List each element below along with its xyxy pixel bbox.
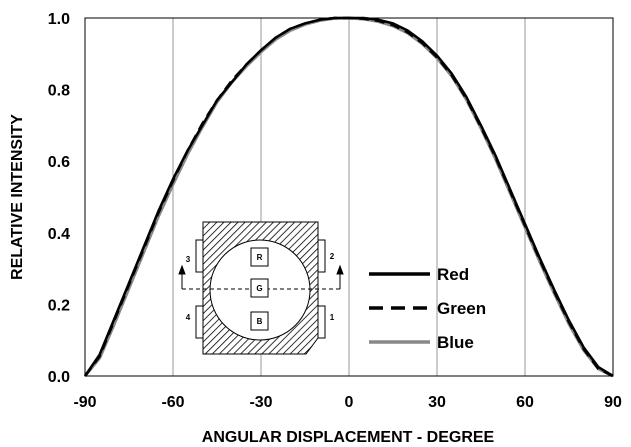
y-tick-label: 0.2: [48, 297, 70, 314]
section-arrow-left: [178, 264, 186, 289]
x-tick-label: -30: [249, 394, 272, 411]
pin-label-4: 4: [186, 313, 191, 322]
y-axis-title: RELATIVE INTENSITY: [9, 114, 26, 280]
legend-label-red: Red: [437, 265, 469, 284]
pin-1: [317, 305, 326, 339]
x-axis-title: ANGULAR DISPLACEMENT - DEGREE: [202, 429, 495, 446]
die-label-b: B: [257, 317, 263, 326]
die-label-g: G: [256, 284, 262, 293]
y-tick-label: 1.0: [48, 11, 70, 28]
pin-4: [195, 305, 204, 339]
die-label-r: R: [257, 253, 263, 262]
y-tick-labels: 0.0 0.2 0.4 0.6 0.8 1.0: [48, 11, 70, 386]
x-tick-label: 90: [604, 394, 622, 411]
plot-area-frame: [84, 17, 614, 377]
pin-label-1: 1: [330, 313, 335, 322]
pin-2: [317, 239, 326, 273]
x-tick-label: 30: [428, 394, 446, 411]
legend: Red Green Blue: [369, 265, 486, 352]
x-tick-label: 60: [516, 394, 534, 411]
pin-3: [195, 239, 204, 273]
x-tick-label: -60: [161, 394, 184, 411]
legend-label-blue: Blue: [437, 333, 474, 352]
die-r: [250, 247, 269, 267]
die-b: [250, 311, 269, 331]
y-tick-label: 0.4: [48, 226, 70, 243]
y-tick-label: 0.0: [48, 369, 70, 386]
pin-label-2: 2: [330, 252, 335, 261]
die-g: [250, 278, 269, 298]
section-arrow-right: [336, 264, 344, 289]
pin-label-3: 3: [186, 255, 191, 264]
package-outline-inset: R G B 3 4 2 1: [178, 221, 344, 355]
x-tick-label: -90: [73, 394, 96, 411]
x-tick-label: 0: [345, 394, 354, 411]
y-tick-label: 0.8: [48, 83, 70, 100]
x-tick-labels: -90 -60 -30 0 30 60 90: [73, 394, 622, 411]
legend-label-green: Green: [437, 299, 486, 318]
y-tick-label: 0.6: [48, 154, 70, 171]
